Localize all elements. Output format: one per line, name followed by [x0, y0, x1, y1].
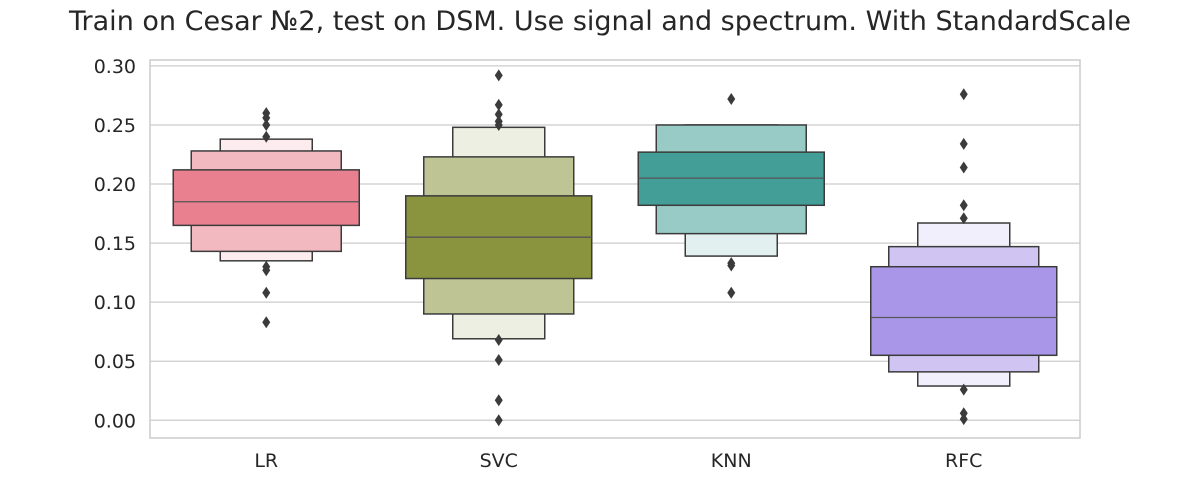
x-tick-label: KNN	[711, 450, 752, 472]
outlier-point	[959, 383, 968, 396]
y-tick-label: 0.25	[94, 115, 136, 137]
outlier-point	[494, 118, 503, 131]
y-tick-label: 0.20	[94, 174, 136, 196]
outlier-point	[727, 259, 736, 272]
outlier-point	[494, 98, 503, 111]
outlier-point	[494, 354, 503, 367]
boxen-lr	[172, 107, 360, 329]
x-tick-label: SVC	[480, 450, 518, 472]
outlier-point	[262, 286, 271, 299]
outlier-point	[727, 92, 736, 105]
outlier-point	[262, 118, 271, 131]
outlier-point	[959, 413, 968, 426]
outlier-point	[494, 69, 503, 82]
chart-title: Train on Cesar №2, test on DSM. Use sign…	[69, 6, 1131, 37]
outlier-point	[959, 88, 968, 101]
outlier-point	[494, 108, 503, 121]
outlier-point	[727, 286, 736, 299]
outlier-point	[494, 394, 503, 407]
boxen-knn	[637, 92, 825, 299]
outlier-point	[262, 316, 271, 329]
outlier-point	[262, 264, 271, 277]
x-tick-label: LR	[254, 450, 278, 472]
outlier-point	[959, 137, 968, 150]
outlier-point	[494, 333, 503, 346]
boxen-rfc	[870, 88, 1058, 426]
outlier-point	[959, 212, 968, 225]
outlier-point	[262, 130, 271, 143]
boxen-level-1	[870, 265, 1058, 357]
y-tick-label: 0.30	[94, 56, 136, 78]
outlier-point	[959, 199, 968, 212]
outlier-point	[494, 414, 503, 427]
tick-labels: 0.00 0.05 0.10 0.15 0.20 0.25 0.30 LR SVC KNN RFC	[94, 56, 983, 472]
boxen-level-1	[172, 169, 360, 227]
plot-frame	[149, 59, 1081, 439]
outlier-point	[262, 111, 271, 124]
outlier-point	[959, 161, 968, 174]
x-tick-label: RFC	[945, 450, 982, 472]
y-tick-label: 0.15	[94, 233, 136, 255]
plot-area	[172, 69, 1058, 427]
y-tick-label: 0.00	[94, 410, 136, 432]
y-tick-label: 0.10	[94, 292, 136, 314]
boxen-svc	[405, 69, 593, 427]
y-tick-label: 0.05	[94, 351, 136, 373]
